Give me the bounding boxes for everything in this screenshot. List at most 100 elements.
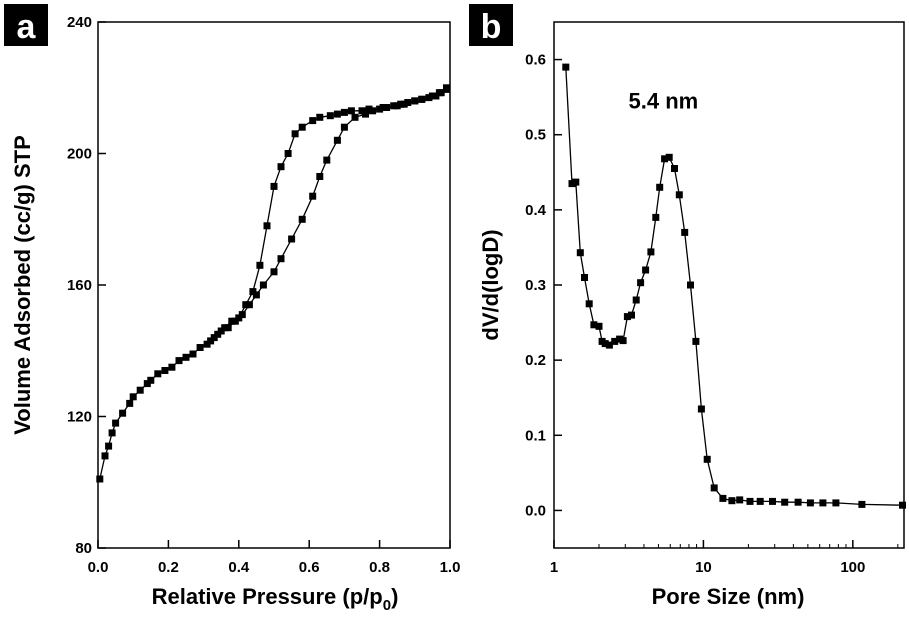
y-tick-label-a: 120	[67, 409, 92, 426]
data-point-a	[270, 268, 278, 276]
data-point-b	[806, 499, 814, 507]
x-tick-label-a: 0.0	[88, 559, 109, 576]
data-point-a	[298, 215, 306, 223]
data-point-b	[794, 498, 802, 506]
y-tick-label-b: 0.6	[525, 52, 546, 69]
panel-b-badge	[469, 4, 513, 46]
data-point-a	[136, 386, 144, 394]
data-point-a	[383, 104, 391, 111]
data-point-b	[675, 191, 683, 199]
data-point-a	[249, 288, 257, 296]
data-point-b	[619, 337, 627, 345]
data-point-a	[235, 314, 243, 322]
data-point-a	[175, 357, 183, 365]
peak-annotation: 5.4 nm	[629, 88, 699, 113]
data-point-a	[105, 442, 113, 450]
data-point-b	[601, 340, 609, 348]
data-point-a	[340, 123, 348, 131]
data-point-a	[323, 156, 331, 164]
data-point-b	[642, 266, 650, 274]
data-point-a	[168, 363, 176, 371]
data-point-b	[710, 484, 718, 492]
data-point-a	[196, 344, 204, 351]
data-point-b	[736, 496, 744, 504]
series-a	[96, 84, 450, 483]
data-point-a	[154, 370, 162, 378]
x-tick-label-b: 100	[840, 559, 865, 576]
data-point-b	[656, 183, 664, 191]
data-point-a	[263, 222, 271, 230]
data-point-a	[129, 393, 137, 401]
data-point-a	[207, 337, 215, 345]
data-point-b	[590, 321, 598, 329]
data-point-a	[270, 182, 278, 190]
series-line-a-0	[99, 88, 447, 480]
data-point-b	[581, 274, 588, 281]
data-point-a	[365, 105, 373, 113]
x-tick-label-a: 0.2	[158, 559, 179, 576]
data-point-a	[309, 117, 317, 125]
panel-b-label: b	[481, 8, 502, 46]
data-point-b	[632, 296, 640, 304]
data-point-a	[259, 281, 267, 289]
data-point-b	[728, 497, 736, 505]
ticks-b: 1 10 100 0.0 0.1 0.2 0.3 0.4 0.5 0.6	[525, 52, 899, 576]
x-tick-label-a: 0.8	[369, 559, 390, 576]
data-point-a	[108, 429, 116, 437]
x-tick-label-b: 10	[695, 559, 712, 576]
data-point-b	[769, 497, 776, 505]
data-point-b	[652, 213, 660, 221]
data-point-b	[647, 248, 655, 256]
data-point-a	[214, 330, 222, 338]
x-tick-label-a: 0.4	[228, 559, 250, 576]
data-point-b	[562, 63, 570, 71]
data-point-b	[665, 153, 673, 161]
x-tick-label-a: 0.6	[299, 559, 320, 576]
x-axis-title-b: Pore Size (nm)	[652, 584, 805, 609]
data-point-a	[161, 367, 169, 374]
y-axis-title-b: dV/d(logD)	[478, 229, 503, 340]
data-point-b	[623, 313, 631, 321]
y-tick-label-a: 80	[75, 540, 92, 557]
data-point-b	[605, 341, 613, 349]
data-point-a	[316, 173, 324, 180]
data-point-a	[112, 419, 120, 427]
y-tick-label-b: 0.4	[525, 202, 547, 219]
data-point-b	[595, 322, 603, 330]
data-point-a	[221, 324, 229, 332]
data-point-b	[703, 455, 711, 463]
data-point-a	[256, 261, 264, 269]
data-point-a	[326, 112, 334, 120]
data-point-a	[369, 107, 377, 115]
data-point-a	[284, 150, 292, 157]
data-point-a	[340, 108, 348, 116]
data-point-a	[119, 409, 127, 417]
ticks-a: 0.0 0.2 0.4 0.6 0.8 1.0 80 120 160 200 240	[67, 14, 460, 576]
data-point-a	[242, 301, 250, 309]
x-tick-label-a: 1.0	[440, 559, 461, 576]
data-point-a	[418, 95, 426, 103]
series-line-b-0	[565, 67, 903, 506]
data-point-a	[376, 105, 384, 113]
data-point-b	[719, 494, 727, 502]
data-point-a	[443, 84, 450, 92]
data-point-a	[245, 301, 253, 309]
data-point-a	[411, 97, 419, 105]
data-point-a	[277, 255, 285, 263]
data-point-a	[228, 317, 236, 325]
y-tick-label-b: 0.1	[525, 427, 546, 444]
data-point-b	[756, 497, 764, 505]
data-point-a	[288, 235, 296, 243]
data-point-a	[347, 107, 355, 115]
data-point-a	[291, 130, 299, 138]
data-point-b	[576, 249, 584, 257]
data-point-b	[697, 405, 705, 413]
data-point-b	[692, 337, 700, 345]
data-point-a	[358, 107, 366, 115]
data-point-a	[96, 475, 104, 483]
data-point-b	[819, 499, 827, 507]
data-point-b	[572, 178, 580, 186]
data-point-a	[182, 353, 190, 361]
data-point-a	[147, 376, 155, 384]
